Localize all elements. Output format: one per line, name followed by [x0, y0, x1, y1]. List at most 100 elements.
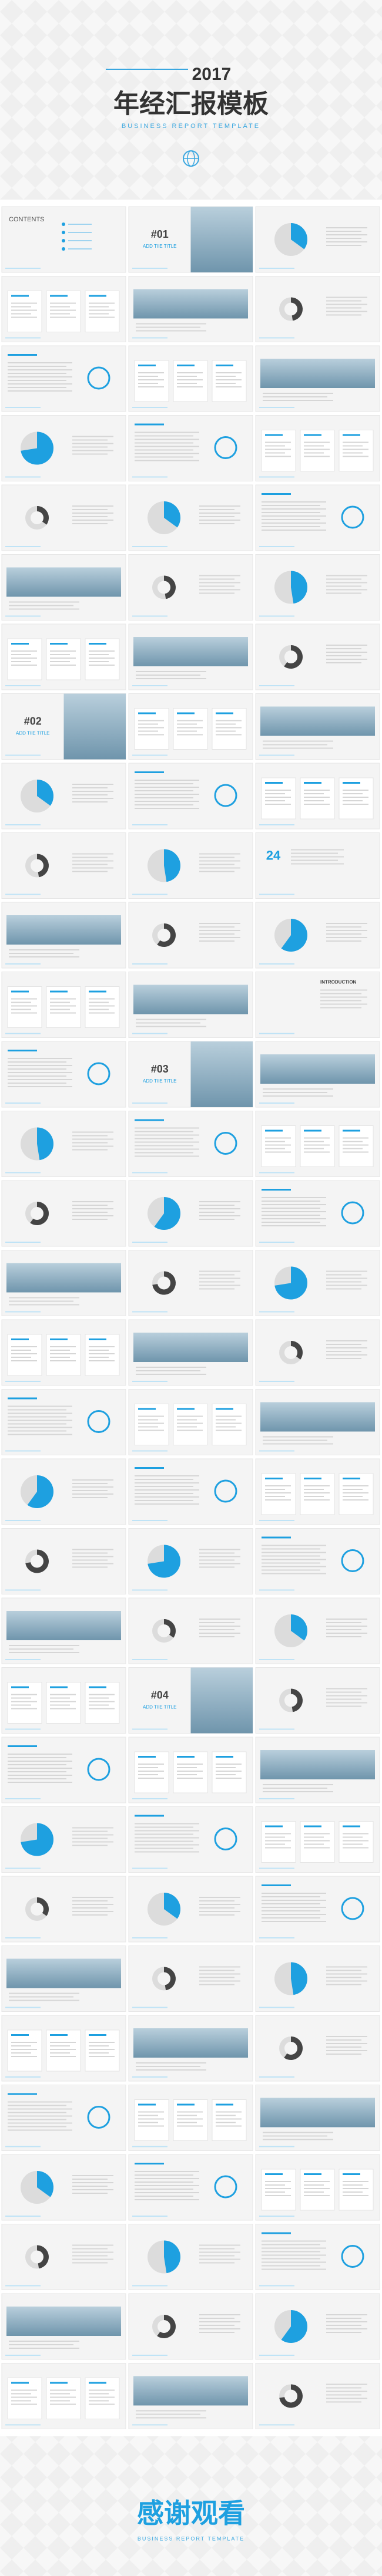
- text-line: [263, 1436, 333, 1438]
- pie-slice: [148, 1545, 181, 1578]
- text-line: [72, 516, 108, 517]
- slide-footer: [5, 268, 41, 269]
- text-line: [50, 2045, 70, 2046]
- text-line: [326, 1698, 361, 1700]
- slide-footer: [132, 963, 167, 965]
- text-line: [72, 2189, 113, 2190]
- text-line: [50, 998, 76, 1000]
- card: [85, 2029, 120, 2072]
- text-line: [343, 1847, 368, 1849]
- text-line: [326, 1633, 367, 1634]
- text-line: [199, 1270, 240, 1272]
- pie-hole: [31, 511, 43, 524]
- text-line: [326, 1980, 367, 1982]
- text-line: [199, 1970, 234, 1971]
- slide-footer: [132, 1033, 167, 1034]
- text-line: [72, 791, 113, 792]
- slide-footer: [132, 1589, 167, 1591]
- text-line: [199, 509, 234, 510]
- text-line: [199, 592, 234, 594]
- text-line: [343, 800, 363, 801]
- text-line: [216, 376, 236, 377]
- text-line: [72, 509, 108, 510]
- text-line: [216, 372, 242, 373]
- card: [261, 430, 296, 471]
- photo: [260, 1750, 375, 1779]
- text-line: [11, 2052, 31, 2054]
- pie-slice: [291, 1962, 307, 1995]
- text-line: [199, 2321, 240, 2322]
- text-line: [8, 380, 66, 381]
- text-line: [326, 655, 361, 656]
- text-line: [265, 2191, 285, 2193]
- text-line: [320, 993, 361, 994]
- text-line: [216, 730, 236, 732]
- slide: [255, 2293, 380, 2360]
- text-line: [72, 1135, 108, 1137]
- text-line: [291, 863, 344, 865]
- text-line: [320, 1000, 361, 1002]
- slide-footer: [259, 893, 294, 895]
- text-line: [9, 956, 79, 957]
- text-line: [262, 2240, 326, 2242]
- text-line: [72, 853, 113, 855]
- text-line: [262, 1545, 326, 1546]
- icon: [214, 2175, 237, 2199]
- text-line: [304, 790, 330, 791]
- text-line: [326, 311, 367, 312]
- text-line: [199, 867, 240, 869]
- slide-footer: [259, 2285, 294, 2287]
- text-line: [326, 314, 361, 316]
- card: [7, 291, 42, 332]
- text-line: [136, 323, 206, 325]
- text-line: [136, 1374, 206, 1375]
- text-line: [326, 589, 367, 591]
- text-line: [50, 1353, 76, 1354]
- text-line: [138, 383, 158, 384]
- card: [46, 2378, 81, 2419]
- text-line: [135, 783, 193, 784]
- text-line: [199, 2332, 234, 2333]
- card-bar: [89, 295, 106, 297]
- text-line: [135, 435, 193, 437]
- text-line: [11, 1694, 37, 1695]
- text-line: [72, 1911, 113, 1912]
- card-bar: [216, 2103, 233, 2106]
- text-line: [138, 1767, 158, 1768]
- heading: [262, 1884, 291, 1886]
- slide-footer: [5, 2076, 41, 2078]
- text-line: [135, 1131, 193, 1132]
- text-line: [11, 998, 37, 1000]
- heading: [135, 1119, 164, 1121]
- card: [173, 1751, 208, 1793]
- section-title: ADD TIIE TITLE: [143, 244, 177, 249]
- card-bar: [343, 2173, 360, 2175]
- text-line: [72, 1219, 108, 1220]
- slide-footer: [259, 1520, 294, 1521]
- slide-footer: [5, 1311, 41, 1313]
- slide-footer: [259, 2424, 294, 2426]
- slide: [1, 1528, 126, 1594]
- text-line: [326, 300, 361, 302]
- text-line: [135, 446, 199, 447]
- card-bar: [304, 1825, 321, 1828]
- text-line: [72, 505, 113, 507]
- card: [339, 430, 374, 471]
- pie-slice: [291, 1614, 308, 1641]
- text-line: [50, 2389, 76, 2391]
- text-line: [8, 1079, 72, 1080]
- text-line: [265, 1141, 285, 1142]
- text-line: [343, 2184, 363, 2186]
- text-line: [304, 441, 330, 443]
- text-line: [8, 366, 66, 367]
- text-line: [9, 1300, 73, 1302]
- text-line: [343, 797, 368, 798]
- card-bar: [304, 782, 321, 784]
- slide-footer: [5, 1520, 41, 1521]
- text-line: [199, 2262, 234, 2264]
- text-line: [135, 801, 199, 802]
- slide-footer: [5, 1450, 41, 1452]
- card: [85, 2378, 120, 2419]
- text-line: [263, 2139, 333, 2140]
- text-line: [72, 2175, 113, 2176]
